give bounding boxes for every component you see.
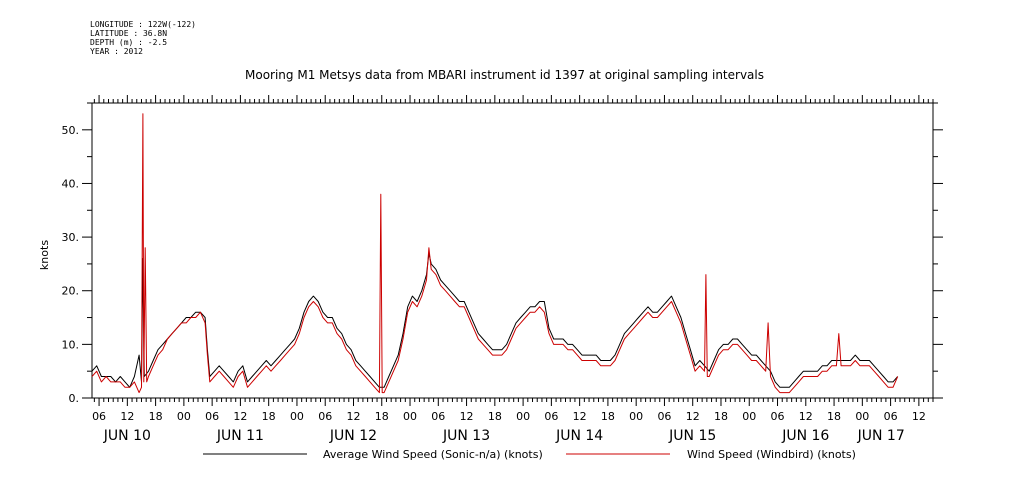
- x-hour-label: 06: [205, 410, 219, 423]
- x-hour-label: 18: [262, 410, 276, 423]
- x-axis-labels: 06 12 18 00 06 12 18 00 06 12 18 00 06 12 18 00 06 12 18 00…: [92, 410, 926, 444]
- x-hour-label: 00: [290, 410, 304, 423]
- x-hour-label: 06: [92, 410, 106, 423]
- x-hour-label: 12: [912, 410, 926, 423]
- legend-label-windbird: Wind Speed (Windbird) (knots): [687, 448, 856, 461]
- y-tick-label: 40.: [62, 177, 80, 190]
- x-hour-label: 00: [629, 410, 643, 423]
- x-day-label: JUN 11: [216, 428, 264, 444]
- x-hour-label: 00: [177, 410, 191, 423]
- x-hour-label: 06: [544, 410, 558, 423]
- x-day-label: JUN 14: [555, 428, 603, 444]
- x-day-label: JUN 13: [442, 428, 490, 444]
- x-hour-label: 12: [460, 410, 474, 423]
- x-hour-label: 18: [149, 410, 163, 423]
- x-hour-label: 18: [714, 410, 728, 423]
- x-hour-label: 06: [771, 410, 785, 423]
- longitude-text: LONGITUDE : 122W(-122): [90, 20, 196, 29]
- x-hour-label: 12: [346, 410, 360, 423]
- x-day-label: JUN 10: [103, 428, 151, 444]
- x-day-label: JUN 16: [781, 428, 829, 444]
- x-day-label: JUN 17: [857, 428, 905, 444]
- series-line-windbird-wind-speed: [91, 113, 899, 394]
- x-hour-label: 00: [855, 410, 869, 423]
- x-hour-label: 18: [488, 410, 502, 423]
- legend: Average Wind Speed (Sonic-n/a) (knots) Wi…: [203, 448, 856, 461]
- x-hour-label: 12: [120, 410, 134, 423]
- y-tick-label: 50.: [62, 124, 80, 137]
- x-hour-label: 00: [516, 410, 530, 423]
- x-hour-label: 06: [318, 410, 332, 423]
- y-axis-labels: 0. 10. 20. 30. 40. 50.: [62, 124, 80, 405]
- x-hour-label: 12: [686, 410, 700, 423]
- y-tick-label: 0.: [69, 392, 80, 405]
- x-hour-label: 00: [403, 410, 417, 423]
- x-hour-label: 00: [742, 410, 756, 423]
- year-text: YEAR : 2012: [90, 47, 143, 56]
- x-day-label: JUN 12: [329, 428, 377, 444]
- x-hour-label: 06: [884, 410, 898, 423]
- x-hour-label: 18: [601, 410, 615, 423]
- x-hour-label: 12: [799, 410, 813, 423]
- x-hour-label: 12: [233, 410, 247, 423]
- y-tick-label: 30.: [62, 231, 80, 244]
- legend-label-average: Average Wind Speed (Sonic-n/a) (knots): [323, 448, 543, 461]
- x-hour-label: 12: [573, 410, 587, 423]
- metadata-block: LONGITUDE : 122W(-122) LATITUDE : 36.8N …: [90, 20, 196, 56]
- latitude-text: LATITUDE : 36.8N: [90, 29, 168, 38]
- series-lines: [91, 113, 899, 394]
- axis-ticks: [82, 95, 943, 406]
- chart-title: Mooring M1 Metsys data from MBARI instru…: [245, 68, 764, 82]
- x-hour-label: 06: [657, 410, 671, 423]
- plot-border: [91, 102, 934, 399]
- x-day-label: JUN 15: [668, 428, 716, 444]
- series-line-average-wind-speed: [91, 252, 899, 388]
- plot-frame: [91, 102, 934, 399]
- x-hour-label: 18: [375, 410, 389, 423]
- y-axis-title: knots: [38, 240, 51, 270]
- y-tick-label: 20.: [62, 285, 80, 298]
- depth-text: DEPTH (m) : -2.5: [90, 38, 168, 47]
- x-hour-label: 18: [827, 410, 841, 423]
- x-hour-label: 06: [431, 410, 445, 423]
- y-tick-label: 10.: [62, 338, 80, 351]
